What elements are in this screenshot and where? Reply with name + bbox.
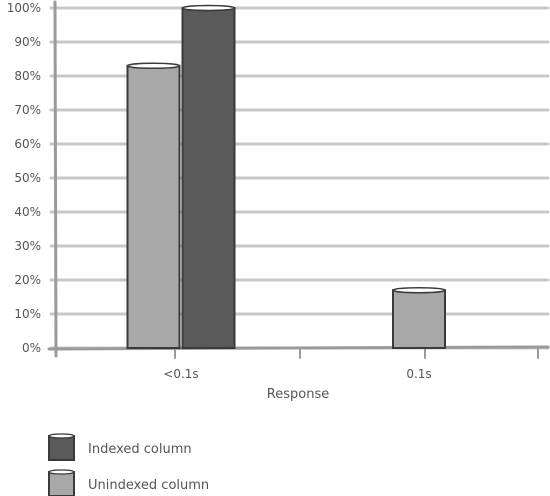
bars (126, 4, 446, 350)
bar (126, 64, 181, 350)
legend-label: Unindexed column (88, 478, 209, 493)
bar (181, 7, 236, 349)
bar (392, 289, 446, 350)
bar-cap (392, 286, 446, 294)
y-tick-label: 80% (14, 69, 41, 83)
y-tick-label: 40% (14, 205, 41, 219)
grid (49, 6, 550, 350)
y-axis-line (53, 0, 58, 358)
y-tick-label: 50% (14, 171, 41, 185)
legend-swatch (48, 435, 75, 461)
y-tick-label: 70% (14, 103, 41, 117)
bar-cap (181, 4, 236, 12)
legend: Indexed column Unindexed column (48, 433, 209, 496)
axes (47, 0, 550, 359)
y-axis-ticks: 0% 10% 20% 30% 40% 50% 60% 70% 80% 90% 100% (7, 1, 41, 355)
y-tick-label: 0% (22, 341, 41, 355)
bar-cap (126, 62, 181, 70)
y-tick-label: 60% (14, 137, 41, 151)
x-axis-ticks: <0.1s 0.1s (163, 367, 431, 381)
x-tick-label: <0.1s (163, 367, 198, 381)
legend-swatch (48, 471, 75, 496)
y-tick-label: 30% (14, 239, 41, 253)
y-tick-label: 90% (14, 35, 41, 49)
y-tick-label: 20% (14, 273, 41, 287)
y-tick-label: 10% (14, 307, 41, 321)
x-axis-label: Response (267, 387, 329, 402)
x-axis-line (47, 345, 550, 351)
legend-label: Indexed column (88, 442, 192, 457)
legend-swatch-cap (48, 433, 75, 439)
x-tick-label: 0.1s (406, 367, 431, 381)
legend-swatch-cap (48, 469, 75, 475)
y-tick-label: 100% (7, 1, 41, 15)
